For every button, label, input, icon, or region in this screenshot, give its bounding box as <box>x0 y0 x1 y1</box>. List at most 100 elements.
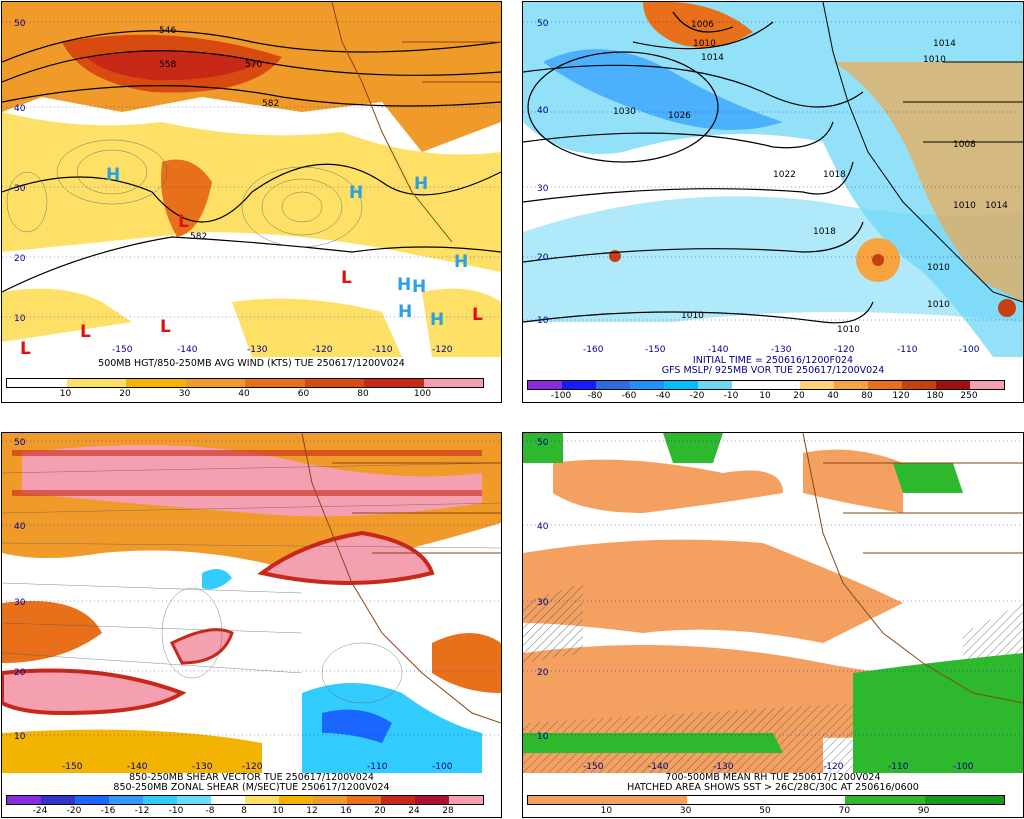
colorbar-swatch <box>732 381 766 389</box>
colorbar-swatch <box>347 796 381 804</box>
colorbar-swatch <box>185 379 245 387</box>
contour-label: 582 <box>262 99 279 109</box>
isobar-label: 1010 <box>837 325 860 335</box>
colorbar-swatch <box>596 381 630 389</box>
colorbar-swatch <box>766 381 800 389</box>
colorbar-swatch <box>304 379 364 387</box>
high-pressure-marker: H <box>414 174 428 194</box>
lat-label: 30 <box>14 598 26 608</box>
lat-label: 30 <box>537 598 549 608</box>
lon-label: -150 <box>583 762 604 772</box>
high-pressure-marker: H <box>454 252 468 272</box>
colorbar-swatch <box>765 796 846 804</box>
colorbar-swatch <box>423 379 483 387</box>
lon-label: -100 <box>959 345 980 355</box>
lon-label: -110 <box>897 345 918 355</box>
colorbar-swatch <box>364 379 424 387</box>
panel-title-line-2: HATCHED AREA SHOWS SST > 26C/28C/30C AT … <box>627 782 919 793</box>
colorbar-tick-label: -40 <box>655 391 671 401</box>
low-pressure-marker: L <box>341 268 352 288</box>
colorbar-tick-label: -80 <box>587 391 603 401</box>
lat-label: 10 <box>14 314 26 324</box>
high-pressure-marker: H <box>412 277 426 297</box>
lon-label: -150 <box>645 345 666 355</box>
isobar-label: 1026 <box>668 111 691 121</box>
colorbar-swatch <box>313 796 347 804</box>
colorbar-tick-label: 40 <box>827 391 839 401</box>
high-pressure-marker: H <box>398 302 412 322</box>
lat-label: 20 <box>537 253 549 263</box>
colorbar-swatch <box>834 381 868 389</box>
colorbar-swatch <box>528 381 562 389</box>
colorbar-tick-label: 20 <box>374 806 386 816</box>
colorbar-tick-label: -20 <box>66 806 82 816</box>
colorbar-tick-label: 10 <box>600 806 613 816</box>
lon-label: -130 <box>713 762 734 772</box>
panel-title-line-1: INITIAL TIME = 250616/1200F024 <box>692 355 854 366</box>
isobar-label: 1014 <box>933 39 956 49</box>
lon-label: -120 <box>242 762 263 772</box>
lon-label: -130 <box>247 345 268 355</box>
panel-mean-rh: 50 40 30 20 10 -150 -140 -130 -120 -110 … <box>522 432 1024 818</box>
lat-label: 50 <box>537 19 549 29</box>
lat-label: 50 <box>14 438 26 448</box>
panel-title-line-1: 500MB HGT/850-250MB AVG WIND (KTS) TUE 2… <box>98 358 405 369</box>
colorbar-swatch <box>126 379 186 387</box>
colorbar-tick-label: 80 <box>861 391 873 401</box>
high-pressure-marker: H <box>397 275 411 295</box>
contour-label: 546 <box>159 26 176 36</box>
isobar-label: 1018 <box>823 170 846 180</box>
contour-label: 558 <box>159 60 176 70</box>
isobar-label: 1010 <box>693 39 716 49</box>
high-pressure-marker: H <box>430 310 444 330</box>
colorbar-tick-label: 10 <box>759 391 771 401</box>
isobar-label: 1022 <box>773 170 796 180</box>
isobar-label: 1008 <box>953 140 976 150</box>
colorbar-swatch <box>41 796 75 804</box>
colorbar-swatch <box>75 796 109 804</box>
colorbar-tick-label: -24 <box>32 806 48 816</box>
colorbar-swatch <box>664 381 698 389</box>
lon-label: -150 <box>112 345 133 355</box>
lat-label: 50 <box>14 19 26 29</box>
colorbar <box>6 795 484 805</box>
lat-label: 10 <box>537 316 549 326</box>
lon-label: -100 <box>953 762 974 772</box>
isobar-label: 1018 <box>813 227 836 237</box>
lat-label: 40 <box>537 522 549 532</box>
colorbar-tick-label: 180 <box>926 391 944 401</box>
lon-label: -150 <box>62 762 83 772</box>
colorbar-tick-label: 40 <box>238 389 250 399</box>
lon-label: -120 <box>834 345 855 355</box>
isobar-label: 1010 <box>923 55 946 65</box>
lon-label: -110 <box>367 762 388 772</box>
low-pressure-marker: L <box>160 317 171 337</box>
colorbar-swatch <box>143 796 177 804</box>
colorbar-tick-label: 10 <box>272 806 284 816</box>
panel-title-line-2: GFS MSLP/ 925MB VOR TUE 250617/1200V024 <box>661 365 885 376</box>
colorbar <box>527 795 1005 805</box>
colorbar-tick-label: 20 <box>119 389 131 399</box>
colorbar-swatch <box>7 379 67 387</box>
colorbar-tick-label: 50 <box>759 806 771 816</box>
lon-label: -110 <box>372 345 393 355</box>
lon-label: -160 <box>583 345 604 355</box>
lat-label: 40 <box>14 104 26 114</box>
colorbar-tick-label: 120 <box>892 391 910 401</box>
low-pressure-marker: L <box>80 322 91 342</box>
colorbar-tick-label: -10 <box>723 391 739 401</box>
map-mean-rh: 50 40 30 20 10 -150 -140 -130 -120 -110 … <box>523 433 1023 773</box>
colorbar-tick-label: 90 <box>917 806 930 816</box>
colorbar-tick-label: 12 <box>306 806 318 816</box>
lon-label: -130 <box>192 762 213 772</box>
colorbar-swatch <box>415 796 449 804</box>
colorbar-swatch <box>902 381 936 389</box>
lon-label: -120 <box>823 762 844 772</box>
colorbar-tick-label: 16 <box>340 806 352 816</box>
lon-label: -140 <box>177 345 198 355</box>
colorbar-swatch <box>936 381 970 389</box>
lon-label: -140 <box>708 345 729 355</box>
colorbar-tick-label: -10 <box>168 806 184 816</box>
colorbar <box>527 380 1005 390</box>
colorbar-swatch <box>924 796 1004 804</box>
